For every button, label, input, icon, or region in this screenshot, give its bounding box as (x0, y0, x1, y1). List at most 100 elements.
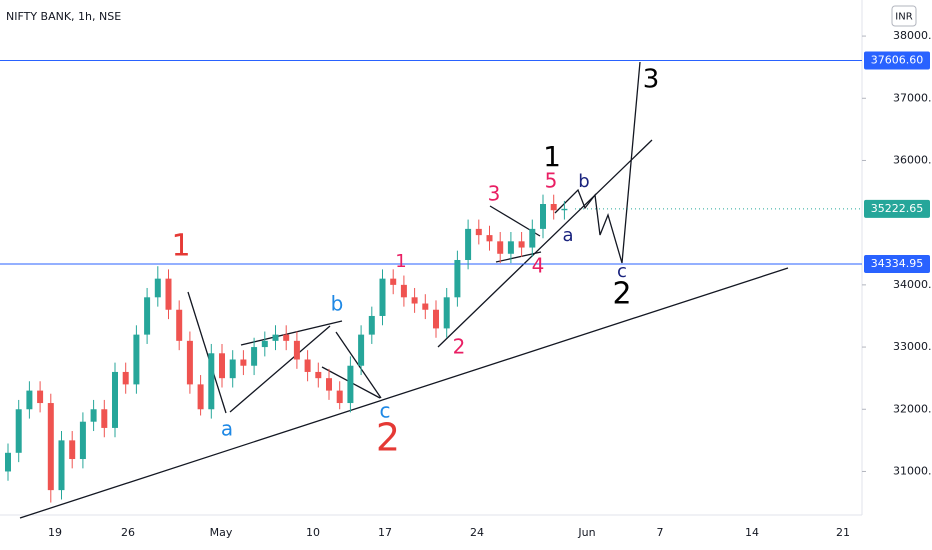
trendline (19, 267, 789, 519)
candle-body (443, 297, 450, 329)
currency[interactable]: INR (895, 12, 912, 23)
candle-body (497, 241, 504, 254)
candle-body (475, 228, 482, 236)
x-tick-label: 24 (470, 526, 484, 539)
candle-body (186, 340, 193, 385)
candle-body (518, 241, 525, 248)
candle-body (283, 334, 290, 341)
candle-body (165, 278, 172, 310)
wave-label: b (331, 292, 344, 316)
wave-label: 1 (171, 229, 190, 264)
trendline (240, 320, 343, 346)
candle-body (486, 235, 493, 242)
wave-label: 1 (395, 251, 406, 272)
candle-body (176, 309, 183, 341)
candle-body (336, 390, 343, 404)
candle-body (326, 378, 332, 391)
y-tick-label: 33000.00 (893, 340, 932, 353)
candle-body (47, 403, 54, 491)
trendline (495, 251, 542, 263)
x-tick-label: Jun (577, 526, 595, 539)
drawings (19, 61, 789, 519)
wave-label: 2 (376, 416, 400, 460)
candle-body (422, 303, 429, 310)
chart-title: NIFTY BANK, 1h, NSE (6, 10, 121, 23)
x-tick-label: 10 (306, 526, 320, 539)
price-label-box (864, 51, 930, 70)
candle-body (465, 228, 472, 260)
candle-body (293, 340, 300, 360)
x-tick-label: 26 (121, 526, 135, 539)
candle-body (144, 297, 151, 335)
y-tick-label: 37000.00 (893, 91, 932, 104)
x-tick-label: 14 (745, 526, 759, 539)
candle-body (561, 208, 568, 211)
wave-label: 2 (612, 277, 631, 312)
candle-body (347, 365, 354, 404)
x-tick-label: 17 (378, 526, 392, 539)
candle-body (315, 371, 322, 379)
wave-label: a (562, 225, 573, 246)
candle-body (37, 390, 44, 404)
y-tick-label: 38000.00 (893, 29, 932, 42)
candle-body (550, 204, 557, 211)
y-tick-label: 32000.00 (893, 402, 932, 415)
candle-body (26, 390, 33, 410)
candle-body (219, 353, 225, 379)
last-price-box (864, 199, 930, 218)
candles (5, 194, 568, 503)
candle-body (58, 440, 65, 491)
trendline (229, 325, 331, 413)
price-label-box (864, 255, 930, 274)
candle-body (433, 309, 439, 329)
y-tick-label: 34000.00 (893, 278, 932, 291)
candle-body (197, 384, 204, 410)
x-tick-label: 7 (657, 526, 664, 539)
wave-label: 4 (532, 254, 545, 278)
candle-body (379, 278, 386, 316)
candle-body (400, 284, 407, 298)
wave-label: c (617, 261, 627, 282)
wave-label: a (221, 417, 233, 441)
candle-body (261, 340, 268, 348)
wave-label: 5 (545, 169, 558, 193)
candle-body (229, 359, 236, 379)
candle-body (411, 297, 418, 304)
candle-body (90, 409, 97, 422)
candle-body (240, 359, 247, 366)
trendline (187, 291, 227, 414)
y-tick-label: 36000.00 (893, 153, 932, 166)
candle-body (272, 334, 279, 341)
last-price-label: 35222.65 (871, 202, 924, 215)
candle-body (304, 359, 311, 372)
candle-body (251, 347, 258, 366)
wave-label: 3 (488, 182, 501, 206)
price-label: 34334.95 (871, 257, 924, 270)
wave-label: 2 (453, 335, 466, 359)
x-tick-label: 19 (48, 526, 62, 539)
candle-body (112, 371, 118, 428)
wave-label: c (380, 399, 391, 423)
candle-body (133, 334, 140, 385)
x-tick-label: 21 (836, 526, 850, 539)
currency-box[interactable] (891, 5, 917, 27)
candle-body (154, 278, 161, 298)
wave-label: 3 (643, 65, 660, 95)
wave-label: 1 (543, 140, 561, 173)
candle-body (390, 278, 397, 285)
candle-body (69, 440, 76, 460)
candle-body (529, 228, 536, 248)
candle-body (368, 315, 375, 335)
candle-body (358, 334, 365, 366)
price-label: 37606.60 (871, 54, 924, 67)
candle-body (507, 241, 514, 254)
candle-body (454, 259, 461, 298)
candle-body (101, 409, 108, 428)
candle-body (5, 452, 11, 472)
candle-body (79, 421, 86, 460)
candle-body (122, 371, 129, 385)
candle-body (208, 353, 215, 410)
projection-path (554, 61, 641, 264)
